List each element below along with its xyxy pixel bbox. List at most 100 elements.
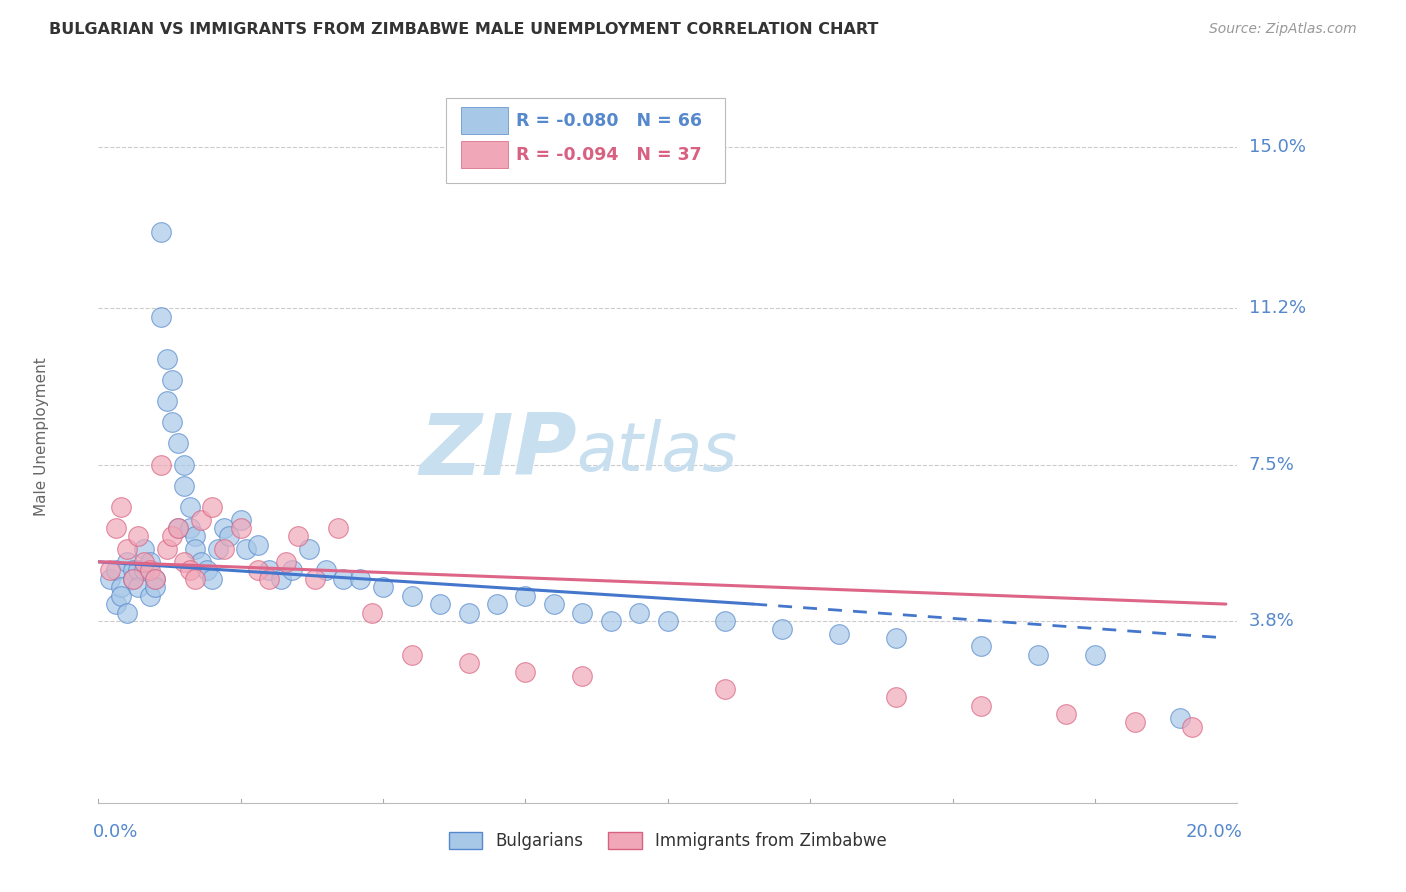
Point [121,563,143,577]
Point [127,563,149,577]
Point [167,521,190,535]
Point [349,572,371,586]
Point [298,542,321,557]
FancyBboxPatch shape [461,107,509,135]
Legend: Bulgarians, Immigrants from Zimbabwe: Bulgarians, Immigrants from Zimbabwe [441,825,894,856]
Text: 3.8%: 3.8% [1249,612,1295,630]
Point [127,529,149,543]
Point [179,563,201,577]
Point [229,512,252,526]
FancyBboxPatch shape [446,98,725,183]
Point [132,563,155,577]
Point [332,572,354,586]
Point [373,580,395,594]
Point [115,606,138,620]
Point [657,614,679,628]
Point [150,225,173,239]
Point [401,648,423,662]
Point [145,572,167,586]
Point [970,640,993,654]
Point [156,542,179,557]
Point [360,606,382,620]
Point [167,436,190,450]
Point [212,521,235,535]
Point [571,669,593,683]
Point [515,589,537,603]
Point [173,555,195,569]
Point [259,563,281,577]
Point [457,606,479,620]
Point [259,572,281,586]
Text: BULGARIAN VS IMMIGRANTS FROM ZIMBABWE MALE UNEMPLOYMENT CORRELATION CHART: BULGARIAN VS IMMIGRANTS FROM ZIMBABWE MA… [49,22,879,37]
Text: 20.0%: 20.0% [1187,822,1243,840]
Point [121,572,143,586]
Point [714,681,737,696]
Point [543,597,565,611]
FancyBboxPatch shape [461,141,509,168]
Point [828,626,851,640]
Point [104,597,127,611]
Point [1026,648,1049,662]
Point [1181,720,1204,734]
Point [173,479,195,493]
Text: Source: ZipAtlas.com: Source: ZipAtlas.com [1209,22,1357,37]
Point [121,572,143,586]
Text: ZIP: ZIP [419,410,576,493]
Point [190,555,212,569]
Point [145,580,167,594]
Point [201,572,224,586]
Point [218,529,240,543]
Point [207,542,229,557]
Point [229,521,252,535]
Point [429,597,451,611]
Point [212,542,235,557]
Point [1170,711,1192,725]
Point [1084,648,1107,662]
Point [115,555,138,569]
Point [281,563,304,577]
Text: R = -0.094   N = 37: R = -0.094 N = 37 [516,145,702,164]
Point [184,542,207,557]
Point [457,657,479,671]
Point [173,458,195,472]
Text: 7.5%: 7.5% [1249,456,1295,474]
Point [132,555,155,569]
Point [156,394,179,409]
Point [179,500,201,514]
Point [184,572,207,586]
Point [162,529,184,543]
Point [110,589,132,603]
Text: atlas: atlas [576,418,738,484]
Point [486,597,509,611]
Point [201,500,224,514]
Point [884,631,907,645]
Point [884,690,907,705]
Point [304,572,326,586]
Point [138,563,160,577]
Point [184,529,207,543]
Point [98,563,121,577]
Point [315,563,337,577]
Point [600,614,623,628]
Point [150,458,173,472]
Point [401,589,423,603]
Point [167,521,190,535]
Point [628,606,651,620]
Text: 15.0%: 15.0% [1249,138,1306,156]
Point [270,572,292,586]
Point [770,623,793,637]
Point [195,563,218,577]
Text: 0.0%: 0.0% [93,822,138,840]
Point [326,521,349,535]
Point [132,542,155,557]
Point [162,373,184,387]
Point [110,500,132,514]
Point [110,580,132,594]
Point [104,563,127,577]
Point [714,614,737,628]
Point [246,563,269,577]
Point [98,572,121,586]
Point [104,521,127,535]
Text: 11.2%: 11.2% [1249,299,1306,318]
Point [287,529,309,543]
